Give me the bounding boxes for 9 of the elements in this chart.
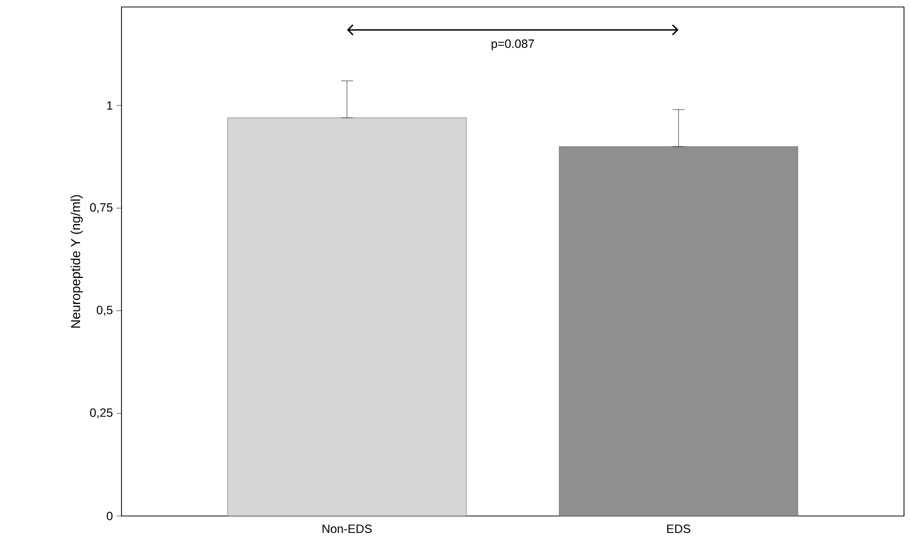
x-tick-label: Non-EDS [322, 524, 372, 534]
annotation: p=0.087 [492, 39, 534, 50]
y-tick-label: 0,5 [96, 306, 112, 316]
y-tick-label: 1 [107, 101, 112, 110]
y-tick-label: 0 [106, 512, 113, 520]
y-axis-title: Neuropeptide Y (ng/ml) [70, 195, 83, 328]
x-tick-label: EDS [667, 524, 690, 534]
y-tick-label: 0,25 [90, 408, 112, 418]
y-tick-label: 0,75 [90, 203, 112, 214]
